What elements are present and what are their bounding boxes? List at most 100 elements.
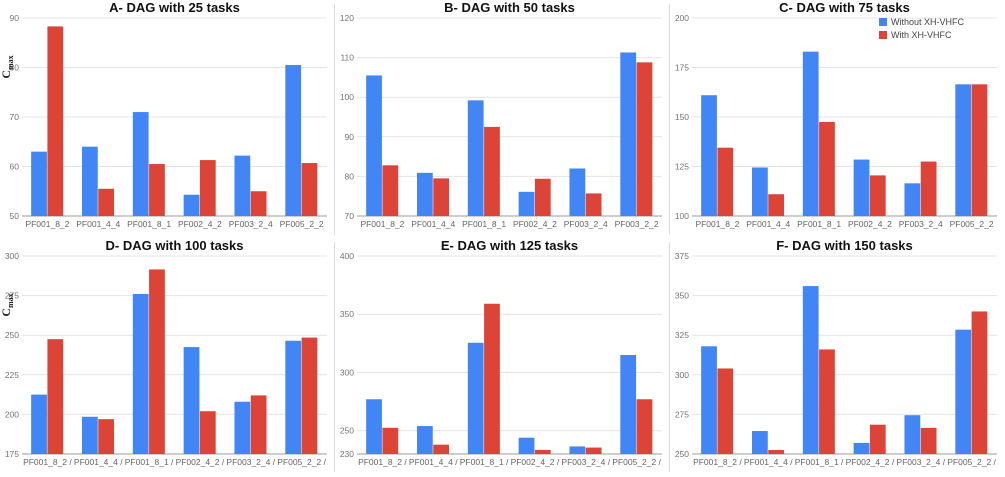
bar-without-5 — [285, 65, 302, 217]
y-tick-label: 200 — [675, 13, 689, 23]
y-tick-label: 175 — [675, 63, 689, 73]
y-tick-label: 250 — [340, 426, 354, 436]
x-category-label: PF001_8_2 / — [23, 457, 72, 467]
bar-with-4 — [585, 447, 602, 454]
x-category-label: PF001_8_1 — [797, 219, 841, 229]
bar-with-0 — [717, 368, 734, 454]
bar-without-4 — [234, 155, 251, 216]
bar-without-5 — [620, 355, 637, 454]
y-tick-label: 70 — [10, 112, 20, 122]
x-category-label: PF001_8_2 — [695, 219, 739, 229]
y-tick-label: 100 — [340, 92, 354, 102]
x-category-label: PF001_8_1 / — [795, 457, 844, 467]
bar-with-5 — [971, 311, 988, 454]
bar-without-1 — [751, 167, 768, 216]
bar-without-3 — [853, 159, 870, 216]
y-tick-label: 80 — [345, 171, 355, 181]
bar-without-2 — [467, 342, 484, 454]
bar-without-4 — [569, 446, 586, 454]
chart-title: C- DAG with 75 tasks — [779, 0, 910, 15]
bar-with-1 — [98, 188, 115, 216]
bar-without-2 — [132, 294, 149, 454]
y-tick-label: 325 — [675, 330, 689, 340]
bar-with-2 — [819, 349, 835, 454]
bar-with-2 — [149, 269, 165, 454]
x-category-label: PF001_8_1 / — [460, 457, 509, 467]
y-tick-label: 300 — [675, 370, 689, 380]
chart-panel-6: 250 275 300 325 350 375 F- DAG with 150 tasks P… — [675, 238, 997, 467]
bar-without-5 — [285, 340, 302, 454]
bar-with-2 — [149, 164, 165, 216]
x-category-label: PF003_2_4 — [564, 219, 608, 229]
bar-with-3 — [534, 449, 551, 454]
x-category-label: PF005_2_2 / — [277, 457, 326, 467]
x-category-label: PF005_2_2 / — [612, 457, 661, 467]
x-category-label: PF001_4_4 / — [74, 457, 123, 467]
bar-with-4 — [585, 193, 602, 216]
bar-without-0 — [366, 75, 382, 216]
chart-panel-2: 70 80 90 100 110 120 B- DAG with 50 tasks PF001… — [340, 0, 670, 234]
bar-with-3 — [869, 424, 886, 454]
y-axis-label: Cmax — [0, 293, 15, 316]
x-category-label: PF002_4_2 — [513, 219, 557, 229]
x-category-label: PF001_8_1 / — [125, 457, 174, 467]
x-category-label: PF003_2_4 — [899, 219, 943, 229]
legend: Without XH-VHFC With XH-VHFC — [879, 17, 965, 40]
bar-with-2 — [819, 121, 835, 216]
chart-title: F- DAG with 150 tasks — [776, 238, 913, 253]
y-tick-label: 200 — [5, 409, 19, 419]
bar-without-5 — [620, 52, 637, 217]
bar-with-5 — [636, 399, 653, 454]
y-tick-label: 150 — [675, 112, 689, 122]
bar-without-4 — [904, 183, 921, 216]
y-axis-label-main: C — [0, 308, 13, 317]
bar-without-3 — [518, 191, 535, 216]
legend-label: With XH-VHFC — [891, 30, 952, 40]
x-category-label: PF002_4_2 / — [846, 457, 895, 467]
x-category-label: PF002_4_2 — [178, 219, 222, 229]
y-axis-label-sub: max — [6, 293, 15, 308]
bar-without-2 — [467, 100, 484, 216]
y-tick-label: 250 — [5, 330, 19, 340]
bar-with-1 — [433, 444, 450, 454]
x-category-label: PF005_2_2 / — [947, 457, 996, 467]
bar-with-1 — [768, 194, 785, 216]
y-tick-label: 90 — [10, 13, 20, 23]
x-category-label: PF005_2_2 — [950, 219, 994, 229]
bar-with-3 — [199, 160, 216, 216]
x-category-label: PF001_8_2 — [25, 219, 69, 229]
bar-without-1 — [81, 146, 98, 216]
x-category-label: PF002_4_2 / — [511, 457, 560, 467]
bar-without-3 — [183, 194, 200, 216]
y-tick-label: 120 — [340, 13, 354, 23]
bar-with-5 — [301, 337, 318, 454]
y-tick-label: 350 — [340, 309, 354, 319]
bar-with-3 — [199, 411, 216, 454]
bar-without-2 — [132, 112, 149, 216]
bar-with-4 — [250, 395, 267, 454]
x-category-label: PF003_2_2 — [615, 219, 659, 229]
bar-without-5 — [955, 329, 972, 454]
bar-with-4 — [920, 427, 937, 454]
bar-without-0 — [701, 346, 717, 454]
bar-without-4 — [904, 415, 921, 454]
bar-with-1 — [98, 419, 115, 454]
x-category-label: PF001_8_1 — [462, 219, 506, 229]
chart-panel-5: 230 250 300 350 400 E- DAG with 125 tasks PF00… — [340, 238, 670, 472]
y-axis-label-text: Cmax — [0, 55, 15, 78]
bar-with-0 — [717, 147, 734, 216]
y-tick-label: 70 — [345, 211, 355, 221]
chart-panel-3: 100 125 150 175 200 C- DAG with 75 tasks PF001… — [675, 0, 997, 229]
bar-with-3 — [534, 178, 551, 216]
y-tick-label: 50 — [10, 211, 20, 221]
y-tick-label: 225 — [5, 370, 19, 380]
y-axis-label-main: C — [0, 70, 13, 79]
bar-with-5 — [636, 62, 653, 216]
bar-with-5 — [971, 84, 988, 216]
x-category-label: PF001_8_2 — [360, 219, 404, 229]
bar-with-2 — [484, 303, 500, 454]
chart-title: E- DAG with 125 tasks — [441, 238, 578, 253]
bar-with-0 — [47, 26, 64, 216]
